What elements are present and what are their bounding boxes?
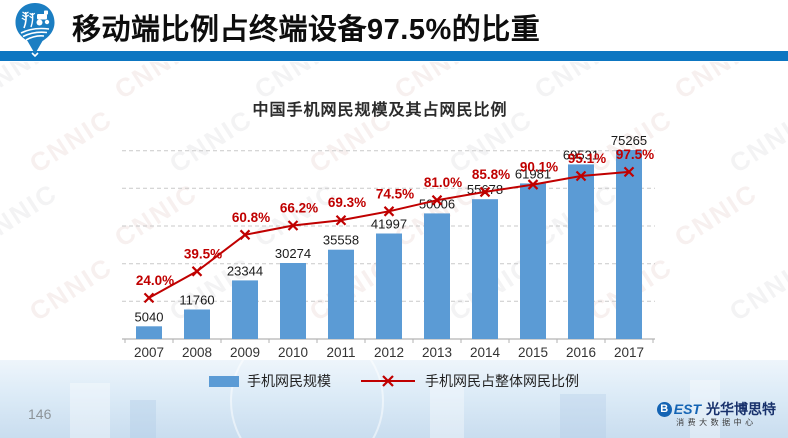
- svg-text:35558: 35558: [323, 233, 359, 248]
- svg-text:74.5%: 74.5%: [376, 186, 414, 201]
- brand-logo: B EST 光华博思特 消费大数据中心: [656, 400, 776, 428]
- svg-text:2016: 2016: [566, 345, 596, 360]
- svg-text:30274: 30274: [275, 246, 311, 261]
- svg-text:81.0%: 81.0%: [424, 175, 462, 190]
- svg-text:2011: 2011: [326, 345, 355, 360]
- svg-text:2012: 2012: [374, 345, 404, 360]
- svg-text:60.8%: 60.8%: [232, 210, 270, 225]
- svg-text:23344: 23344: [227, 263, 263, 278]
- svg-text:50006: 50006: [419, 196, 455, 211]
- brand-name: 光华博思特: [706, 400, 776, 417]
- header-accent-bar: [0, 51, 788, 61]
- svg-text:85.8%: 85.8%: [472, 167, 510, 182]
- svg-text:69.3%: 69.3%: [328, 195, 366, 210]
- svg-text:2007: 2007: [134, 345, 164, 360]
- brand-b-circle-icon: B: [656, 402, 672, 417]
- footer-skyline-band: [0, 324, 788, 438]
- svg-text:2010: 2010: [278, 345, 308, 360]
- brand-subtitle: 消费大数据中心: [676, 418, 757, 428]
- svg-text:5040: 5040: [135, 309, 164, 324]
- farm-location-pin-icon: [11, 1, 59, 64]
- svg-text:75265: 75265: [611, 133, 647, 148]
- svg-text:61981: 61981: [515, 166, 551, 181]
- svg-text:2015: 2015: [518, 345, 548, 360]
- watermark-text: CNNIC: [724, 251, 788, 327]
- svg-text:24.0%: 24.0%: [136, 273, 174, 288]
- watermark-text: CNNIC: [0, 177, 63, 253]
- svg-text:97.5%: 97.5%: [616, 147, 654, 162]
- skyline-building: [690, 380, 720, 438]
- svg-text:69531: 69531: [563, 147, 599, 162]
- skyline-building: [130, 400, 156, 438]
- page-number: 146: [28, 406, 52, 422]
- svg-text:90.1%: 90.1%: [520, 160, 558, 175]
- watermark-text: CNNIC: [724, 103, 788, 179]
- chart-legend: 手机网民规模 手机网民占整体网民比例: [0, 371, 788, 391]
- chart-canvas: 5040 2007 11760 2008 23344 2009 30274 2010 35558…: [122, 133, 655, 360]
- svg-text:11760: 11760: [179, 293, 214, 308]
- svg-text:2013: 2013: [422, 345, 452, 360]
- svg-text:95.1%: 95.1%: [568, 151, 606, 166]
- svg-text:39.5%: 39.5%: [184, 246, 222, 261]
- svg-text:2017: 2017: [614, 345, 644, 360]
- svg-text:66.2%: 66.2%: [280, 201, 318, 216]
- svg-text:2014: 2014: [470, 345, 501, 360]
- svg-text:2008: 2008: [182, 345, 212, 360]
- skyline-building: [70, 383, 110, 438]
- svg-text:2009: 2009: [230, 345, 260, 360]
- skyline-building: [560, 394, 606, 438]
- brand-est-text: EST: [673, 400, 701, 417]
- skyline-building: [430, 378, 464, 438]
- legend-line-marker-icon: [361, 375, 415, 387]
- page-title: 移动端比例占终端设备97.5%的比重: [72, 14, 541, 46]
- legend-line-label: 手机网民占整体网民比例: [425, 373, 579, 389]
- svg-text:41997: 41997: [371, 217, 407, 232]
- legend-bar-swatch: [209, 375, 239, 387]
- legend-bar-label: 手机网民规模: [247, 373, 331, 389]
- slide-header: 移动端比例占终端设备97.5%的比重: [0, 0, 788, 62]
- chart-title: 中国手机网民规模及其占网民比例: [252, 102, 508, 119]
